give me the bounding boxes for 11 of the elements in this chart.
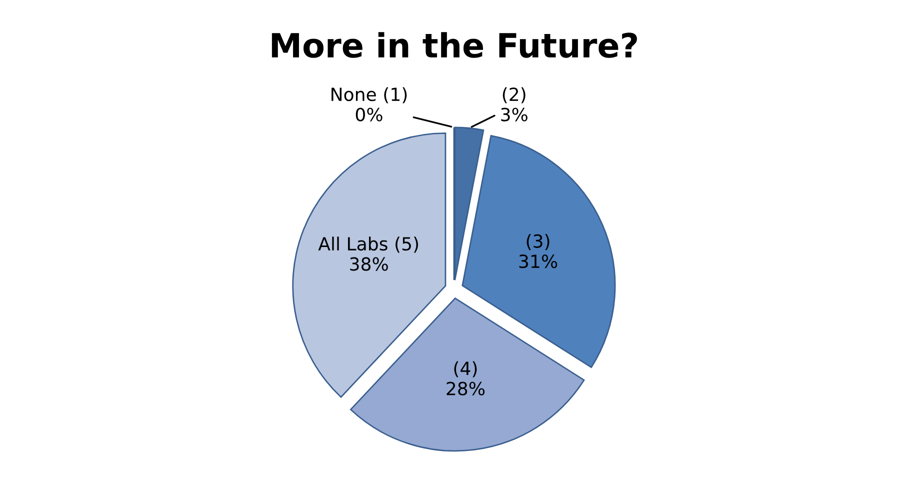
data-label: 28% (446, 382, 485, 396)
data-label: 38% (350, 257, 388, 271)
slice-label: All Labs (5) (318, 236, 418, 253)
slice-label: (3) (526, 234, 550, 250)
data-label: 3% (501, 108, 528, 122)
chart-title: More in the Future? (272, 32, 637, 58)
slice-label: (2) (502, 87, 526, 104)
text: 0% (356, 108, 382, 122)
slice-label: (4) (454, 361, 477, 378)
data-label: 31% (519, 254, 558, 268)
category-label: None (1) (332, 87, 407, 104)
